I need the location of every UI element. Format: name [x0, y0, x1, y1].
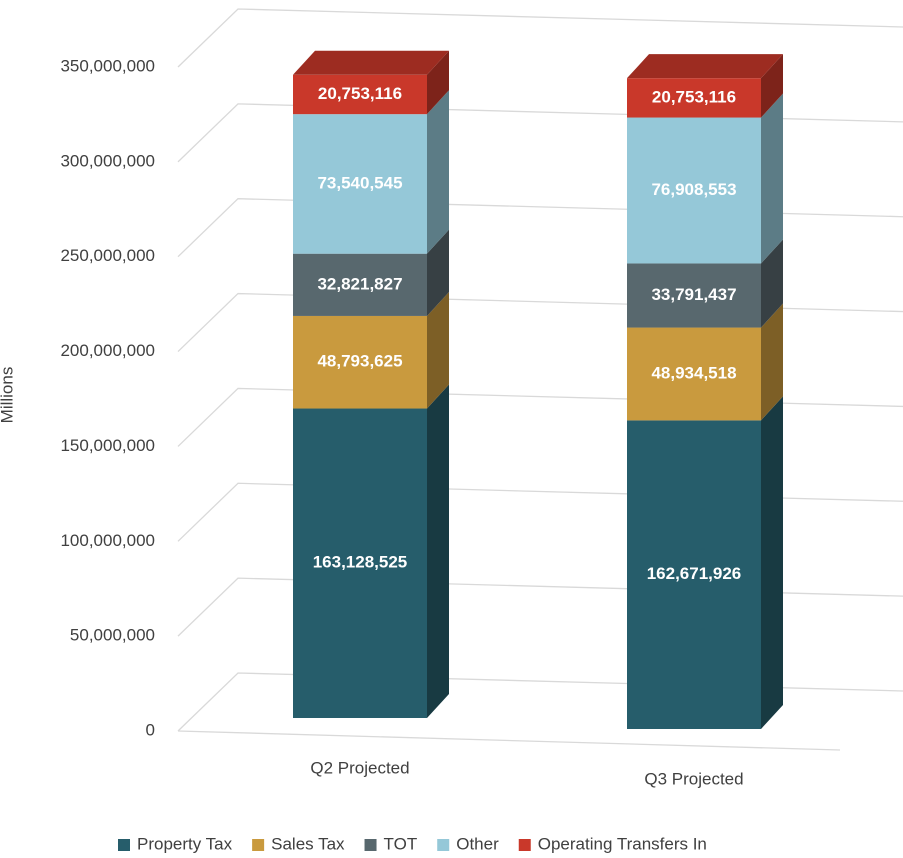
legend-swatch — [118, 839, 130, 851]
bar-side — [427, 229, 449, 316]
x-tick-label: Q3 Projected — [644, 769, 743, 788]
legend-swatch — [518, 839, 531, 851]
bar-segment — [293, 408, 427, 718]
y-tick-label: 350,000,000 — [60, 56, 155, 75]
legend-label: Other — [456, 834, 499, 853]
value-label: 20,753,116 — [318, 84, 402, 103]
value-label: 76,908,553 — [651, 180, 736, 199]
x-tick-label: Q2 Projected — [310, 758, 409, 777]
y-tick-label: 300,000,000 — [60, 151, 155, 170]
bar-segment — [293, 315, 427, 409]
bar-top — [293, 50, 449, 75]
value-label: 48,793,625 — [317, 352, 402, 371]
legend-label: Sales Tax — [271, 834, 345, 853]
bar-segment — [627, 420, 761, 729]
value-label: 48,934,518 — [651, 363, 736, 382]
y-tick-label: 100,000,000 — [60, 531, 155, 550]
grid-line — [177, 198, 903, 258]
grid-line — [177, 387, 903, 447]
bar-segment — [293, 74, 427, 115]
value-label: 32,821,827 — [317, 274, 402, 293]
bar-segment — [627, 263, 761, 328]
legend-label: TOT — [384, 834, 418, 853]
bar-segment — [293, 114, 427, 254]
grid-line — [177, 292, 903, 353]
value-label: 20,753,116 — [652, 87, 736, 106]
bar-top — [627, 54, 783, 79]
y-tick-label: 0 — [146, 720, 155, 739]
bar-side — [427, 384, 449, 718]
grid-line — [177, 672, 903, 732]
grid-line — [177, 482, 903, 542]
y-tick-label: 200,000,000 — [60, 341, 155, 360]
value-label: 163,128,525 — [313, 553, 408, 572]
bar-side — [761, 396, 783, 729]
y-tick-label: 50,000,000 — [70, 626, 155, 645]
bar-segment — [627, 78, 761, 118]
value-label: 33,791,437 — [651, 285, 736, 304]
legend-swatch — [364, 839, 377, 851]
bar-segment — [627, 327, 761, 421]
y-tick-label: 150,000,000 — [60, 436, 155, 455]
bar-side — [427, 291, 449, 409]
bar-side — [761, 239, 783, 328]
legend-swatch — [252, 839, 265, 851]
bar-side — [427, 50, 449, 115]
value-label: 162,671,926 — [647, 564, 742, 583]
bar-segment — [293, 253, 427, 316]
y-tick-label: 250,000,000 — [60, 246, 155, 265]
legend-swatch — [437, 839, 450, 851]
bar-segment — [627, 117, 761, 264]
legend-label: Operating Transfers In — [538, 834, 707, 853]
grid-line — [177, 577, 903, 637]
y-axis-label: Millions — [0, 367, 16, 424]
grid-line — [177, 8, 903, 68]
floor-edge — [177, 730, 841, 751]
legend-label: Property Tax — [137, 834, 233, 853]
value-label: 73,540,545 — [317, 173, 402, 192]
bar-side — [761, 303, 783, 421]
bar-side — [761, 93, 783, 264]
bar-side — [761, 54, 783, 118]
bar-side — [427, 90, 449, 254]
grid-line — [177, 103, 903, 163]
